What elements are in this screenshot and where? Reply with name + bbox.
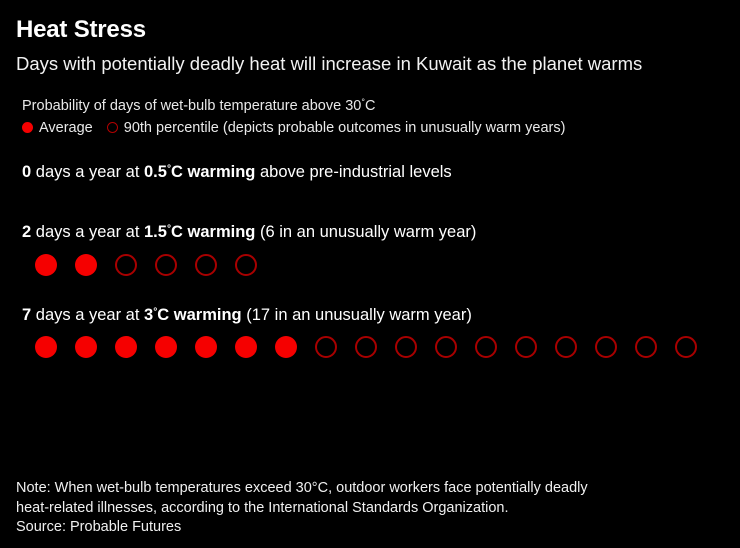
p90-day-dot bbox=[515, 336, 537, 359]
dot-row-0 bbox=[16, 184, 724, 196]
page-title: Heat Stress bbox=[16, 16, 146, 43]
legend-caption-unit: C bbox=[364, 97, 376, 114]
degree-symbol-0: ° bbox=[166, 162, 172, 174]
average-day-dot bbox=[75, 336, 97, 359]
scenario-days-0: 0 bbox=[22, 162, 32, 181]
scenario-tail-0: above pre-industrial levels bbox=[255, 162, 452, 181]
dot-row-1 bbox=[16, 245, 724, 285]
scenario-days-2: 7 bbox=[22, 305, 32, 324]
scenario-days-1: 2 bbox=[22, 223, 32, 242]
legend-caption-text: Probability of days of wet-bulb temperat… bbox=[22, 97, 362, 114]
scenario-spacer-1 bbox=[16, 196, 724, 222]
average-day-dot bbox=[35, 336, 57, 359]
scenario-unit-1: C warming bbox=[171, 223, 256, 242]
scenario-tail-2: (17 in an unusually warm year) bbox=[241, 305, 472, 324]
legend: Probability of days of wet-bulb temperat… bbox=[16, 75, 724, 136]
scenario-list: 0 days a year at 0.5°C warming above pre… bbox=[16, 136, 724, 368]
p90-day-dot bbox=[155, 253, 177, 276]
footnote-source: Source: Probable Futures bbox=[16, 519, 182, 536]
scenario-warming-1: 1.5 bbox=[144, 223, 167, 242]
scenario-mid-1: days a year at bbox=[31, 223, 144, 242]
footnote-note: Note: When wet-bulb temperatures exceed … bbox=[16, 480, 588, 516]
scenario-warming-0: 0.5 bbox=[144, 162, 167, 181]
p90-day-dot bbox=[435, 336, 457, 359]
legend-item-p90: 90th percentile (depicts probable outcom… bbox=[106, 119, 566, 136]
average-day-dot bbox=[155, 336, 177, 359]
scenario-row-1: 2 days a year at 1.5°C warming (6 in an … bbox=[16, 222, 724, 285]
legend-items: Average 90th percentile (depicts probabl… bbox=[16, 116, 724, 136]
average-day-dot bbox=[275, 336, 297, 359]
scenario-row-2: 7 days a year at 3°C warming (17 in an u… bbox=[16, 305, 724, 368]
average-day-dot bbox=[195, 336, 217, 359]
scenario-unit-0: C warming bbox=[171, 162, 256, 181]
scenario-mid-0: days a year at bbox=[31, 162, 144, 181]
average-day-dot bbox=[235, 336, 257, 359]
footnote: Note: When wet-bulb temperatures exceed … bbox=[16, 479, 616, 538]
scenario-mid-2: days a year at bbox=[31, 305, 144, 324]
p90-day-dot bbox=[395, 336, 417, 359]
scenario-spacer-2 bbox=[16, 285, 724, 305]
p90-day-dot bbox=[355, 336, 377, 359]
p90-day-dot bbox=[195, 253, 217, 276]
dot-row-2 bbox=[16, 327, 724, 367]
degree-symbol: ° bbox=[361, 96, 365, 107]
scenario-text-1: 2 days a year at 1.5°C warming (6 in an … bbox=[16, 222, 724, 243]
legend-label-p90: 90th percentile (depicts probable outcom… bbox=[123, 119, 566, 136]
scenario-text-2: 7 days a year at 3°C warming (17 in an u… bbox=[16, 305, 724, 326]
scenario-text-0: 0 days a year at 0.5°C warming above pre… bbox=[16, 162, 724, 183]
degree-symbol-2: ° bbox=[153, 306, 158, 318]
scenario-row-0: 0 days a year at 0.5°C warming above pre… bbox=[16, 162, 724, 197]
scenario-warming-2: 3 bbox=[144, 305, 154, 324]
p90-day-dot bbox=[635, 336, 657, 359]
p90-day-dot bbox=[315, 336, 337, 359]
legend-label-average: Average bbox=[39, 119, 93, 136]
average-day-dot bbox=[115, 336, 137, 359]
p90-day-dot bbox=[675, 336, 697, 359]
legend-caption: Probability of days of wet-bulb temperat… bbox=[16, 97, 724, 116]
hollow-circle-icon bbox=[106, 122, 118, 134]
page-subtitle: Days with potentially deadly heat will i… bbox=[16, 52, 643, 74]
average-day-dot bbox=[35, 253, 57, 276]
p90-day-dot bbox=[235, 253, 257, 276]
p90-day-dot bbox=[115, 253, 137, 276]
scenario-unit-2: C warming bbox=[157, 305, 242, 324]
legend-item-average: Average bbox=[22, 120, 93, 136]
filled-circle-icon bbox=[22, 122, 33, 134]
p90-day-dot bbox=[555, 336, 577, 359]
p90-day-dot bbox=[475, 336, 497, 359]
p90-day-dot bbox=[595, 336, 617, 359]
average-day-dot bbox=[75, 253, 97, 276]
degree-symbol-1: ° bbox=[166, 223, 172, 235]
scenario-tail-1: (6 in an unusually warm year) bbox=[255, 223, 477, 242]
